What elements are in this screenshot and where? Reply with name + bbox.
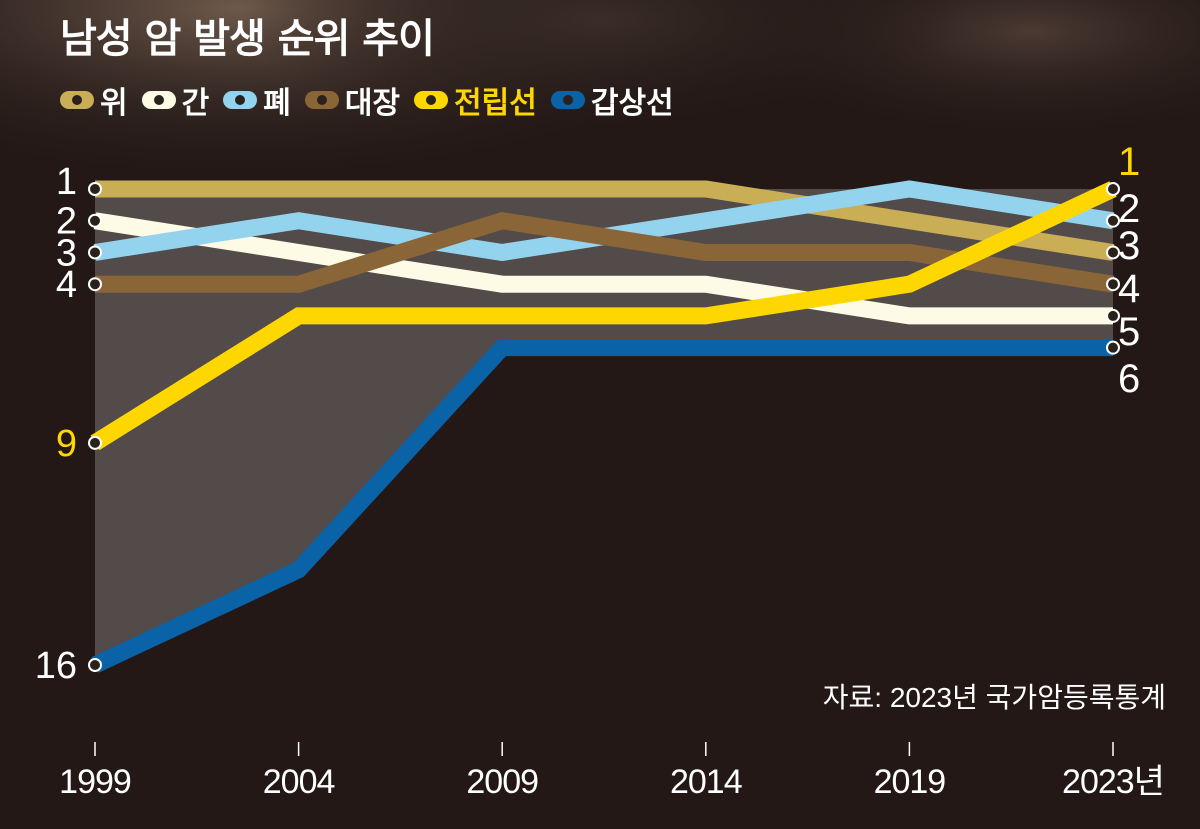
series-lines xyxy=(88,180,1120,673)
right-rank-label: 1 xyxy=(1118,140,1140,184)
series-line xyxy=(91,339,1113,673)
legend-swatch xyxy=(141,91,176,109)
legend-label: 폐 xyxy=(263,86,291,121)
series-line xyxy=(95,180,1115,261)
left-rank-label: 9 xyxy=(56,423,77,465)
point-marker xyxy=(88,435,102,450)
point-marker xyxy=(1106,308,1120,323)
legend: 위 간 폐 대장 전립선 갑상선 xyxy=(60,78,688,122)
left-rank-label: 2 xyxy=(56,201,77,243)
legend-swatch xyxy=(60,91,94,109)
left-rank-label: 16 xyxy=(35,645,77,687)
legend-label: 대장 xyxy=(344,86,401,121)
chart-title: 남성 암 발생 순위 추이 xyxy=(60,16,435,62)
legend-swatch xyxy=(550,91,585,109)
legend-item: 위 xyxy=(60,78,128,122)
x-tick-label: 2004 xyxy=(263,763,335,801)
x-tick-label: 2009 xyxy=(466,763,538,801)
legend-item: 대장 xyxy=(304,78,401,122)
point-marker xyxy=(88,245,102,260)
right-rank-label: 2 xyxy=(1118,187,1140,231)
x-tick-label: 2019 xyxy=(874,763,946,801)
legend-item: 갑상선 xyxy=(550,78,674,122)
point-marker xyxy=(88,213,102,228)
point-marker xyxy=(88,277,102,292)
legend-item: 폐 xyxy=(223,78,291,122)
point-marker xyxy=(88,182,102,196)
legend-label: 위 xyxy=(100,86,128,121)
x-tick-label: 1999 xyxy=(59,763,131,801)
series-line xyxy=(90,181,1117,451)
legend-swatch xyxy=(414,91,449,109)
left-rank-label: 3 xyxy=(56,232,77,274)
point-marker xyxy=(1106,213,1120,228)
series-line xyxy=(93,212,1113,325)
legend-label: 간 xyxy=(181,86,210,121)
right-rank-label: 4 xyxy=(1118,267,1140,311)
x-tick-label: 2023년 xyxy=(1062,763,1164,801)
legend-label: 전립선 xyxy=(454,86,537,121)
legend-item: 전립선 xyxy=(414,78,537,122)
right-rank-label: 6 xyxy=(1118,357,1140,401)
x-axis: 1999 2004 2009 2014 2019 2023년 xyxy=(59,742,1165,801)
series-line xyxy=(95,212,1115,293)
x-tick-label: 2014 xyxy=(670,763,742,801)
right-rank-label: 3 xyxy=(1118,224,1140,268)
right-rank-label: 5 xyxy=(1118,310,1140,354)
point-marker xyxy=(1106,340,1120,355)
left-rank-label: 4 xyxy=(56,264,77,306)
legend-label: 갑상선 xyxy=(590,86,674,121)
point-marker xyxy=(1106,277,1120,292)
left-rank-label: 1 xyxy=(56,161,77,203)
legend-item: 간 xyxy=(141,78,210,122)
point-marker xyxy=(1106,245,1120,260)
point-marker xyxy=(88,658,102,672)
legend-swatch xyxy=(223,91,258,109)
point-marker xyxy=(1106,182,1120,196)
source-note: 자료: 2023년 국가암등록통계 xyxy=(822,682,1166,713)
legend-swatch xyxy=(304,91,339,109)
